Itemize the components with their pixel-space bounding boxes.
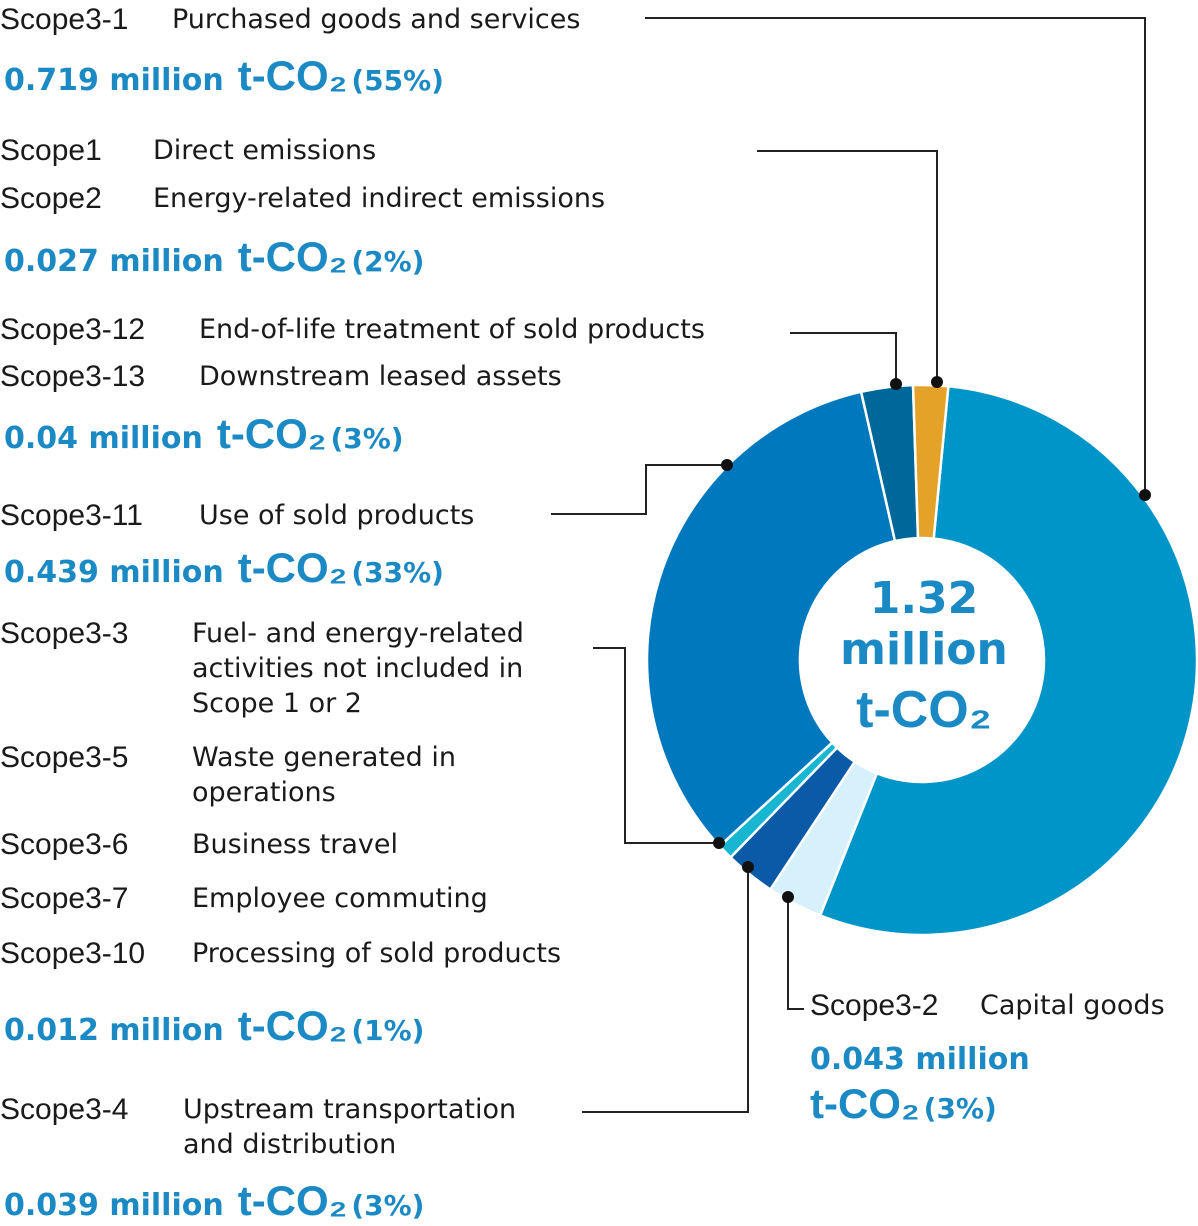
center-total-million: million bbox=[840, 624, 1008, 675]
desc-scope1: Direct emissions bbox=[153, 135, 377, 166]
desc-scope3-11: Use of sold products bbox=[199, 500, 475, 531]
label-scope3-5: Scope3-5 bbox=[0, 741, 129, 774]
value-scope3-2-number: 0.043 million bbox=[810, 1042, 1030, 1077]
value-unit: t-CO₂ bbox=[237, 52, 348, 99]
leader-scope3-misc-dot bbox=[713, 837, 725, 849]
value-scope3-2-unit: t-CO₂ (3%) bbox=[810, 1083, 997, 1129]
desc-scope3-2: Capital goods bbox=[980, 990, 1165, 1021]
value-percent: (1%) bbox=[351, 1014, 425, 1047]
slice-scope1-2 bbox=[911, 383, 950, 540]
value-percent: (2%) bbox=[351, 245, 425, 278]
desc-scope3-13: Downstream leased assets bbox=[199, 361, 562, 392]
label-scope3-12: Scope3-12 bbox=[0, 313, 146, 346]
desc-scope3-12: End-of-life treatment of sold products bbox=[199, 314, 705, 345]
value-scope3-4: 0.039 million t-CO₂ (3%) bbox=[4, 1180, 425, 1226]
desc-scope3-4: Upstream transportation and distribution bbox=[183, 1094, 517, 1160]
value-percent: (3%) bbox=[923, 1092, 997, 1125]
value-percent: (33%) bbox=[351, 556, 444, 589]
value-scope1-2: 0.027 million t-CO₂ (2%) bbox=[4, 236, 425, 282]
desc-scope3-3: Fuel- and energy-related activities not … bbox=[192, 618, 524, 719]
leader-scope3-4 bbox=[582, 867, 749, 1113]
value-number: 0.039 million bbox=[4, 1188, 224, 1223]
leader-scope3-11-dot bbox=[721, 459, 733, 471]
label-scope3-3: Scope3-3 bbox=[0, 617, 129, 650]
leader-scope3-12-dot bbox=[890, 378, 902, 390]
label-scope1: Scope1 bbox=[0, 134, 102, 167]
label-scope2: Scope2 bbox=[0, 182, 102, 215]
value-scope3-1: 0.719 million t-CO₂ (55%) bbox=[4, 55, 444, 101]
leader-scope1-2 bbox=[757, 150, 938, 382]
leader-scope3-4-dot bbox=[742, 861, 754, 873]
leader-scope3-1-dot bbox=[1139, 489, 1151, 501]
desc-scope3-5: Waste generated in operations bbox=[192, 742, 457, 808]
slice-scope3-11 bbox=[645, 390, 897, 848]
value-number: 0.04 million bbox=[4, 421, 203, 456]
value-percent: (3%) bbox=[351, 1189, 425, 1222]
leader-scope3-2 bbox=[787, 897, 804, 1010]
label-scope3-7: Scope3-7 bbox=[0, 882, 129, 915]
value-unit: t-CO₂ bbox=[216, 410, 327, 457]
value-percent: (55%) bbox=[351, 64, 444, 97]
label-scope3-1: Scope3-1 bbox=[0, 3, 129, 36]
leader-scope3-12 bbox=[790, 332, 897, 384]
value-unit: t-CO₂ bbox=[810, 1080, 920, 1127]
desc-scope3-1: Purchased goods and services bbox=[172, 4, 581, 35]
leader-scope3-2-dot bbox=[782, 891, 794, 903]
value-number: 0.012 million bbox=[4, 1013, 224, 1048]
value-number: 0.027 million bbox=[4, 244, 224, 279]
value-unit: t-CO₂ bbox=[237, 1002, 348, 1049]
value-number: 0.719 million bbox=[4, 63, 224, 98]
leader-scope3-11 bbox=[551, 464, 727, 515]
value-percent: (3%) bbox=[330, 422, 404, 455]
desc-scope2: Energy-related indirect emissions bbox=[153, 183, 606, 214]
value-unit: t-CO₂ bbox=[237, 1177, 348, 1224]
label-scope3-13: Scope3-13 bbox=[0, 360, 146, 393]
value-unit: t-CO₂ bbox=[237, 544, 348, 591]
label-scope3-2: Scope3-2 bbox=[810, 989, 939, 1022]
label-scope3-11: Scope3-11 bbox=[0, 499, 143, 532]
desc-scope3-10: Processing of sold products bbox=[192, 938, 562, 969]
value-scope3-11: 0.439 million t-CO₂ (33%) bbox=[4, 547, 444, 593]
value-scope3-misc: 0.012 million t-CO₂ (1%) bbox=[4, 1005, 425, 1051]
label-scope3-4: Scope3-4 bbox=[0, 1093, 129, 1126]
leader-scope3-misc bbox=[593, 647, 719, 844]
value-scope3-12-13: 0.04 million t-CO₂ (3%) bbox=[4, 413, 404, 459]
center-total-unit: t-CO₂ bbox=[856, 681, 992, 739]
desc-scope3-7: Employee commuting bbox=[192, 883, 488, 914]
center-total-value: 1.32 bbox=[869, 573, 979, 624]
label-scope3-10: Scope3-10 bbox=[0, 937, 146, 970]
value-number: 0.439 million bbox=[4, 555, 224, 590]
slice-scope3-1 bbox=[818, 384, 1198, 937]
desc-scope3-6: Business travel bbox=[192, 829, 398, 860]
leader-scope3-1 bbox=[645, 17, 1146, 495]
label-scope3-6: Scope3-6 bbox=[0, 828, 129, 861]
value-unit: t-CO₂ bbox=[237, 233, 348, 280]
leader-scope1-2-dot bbox=[931, 376, 943, 388]
